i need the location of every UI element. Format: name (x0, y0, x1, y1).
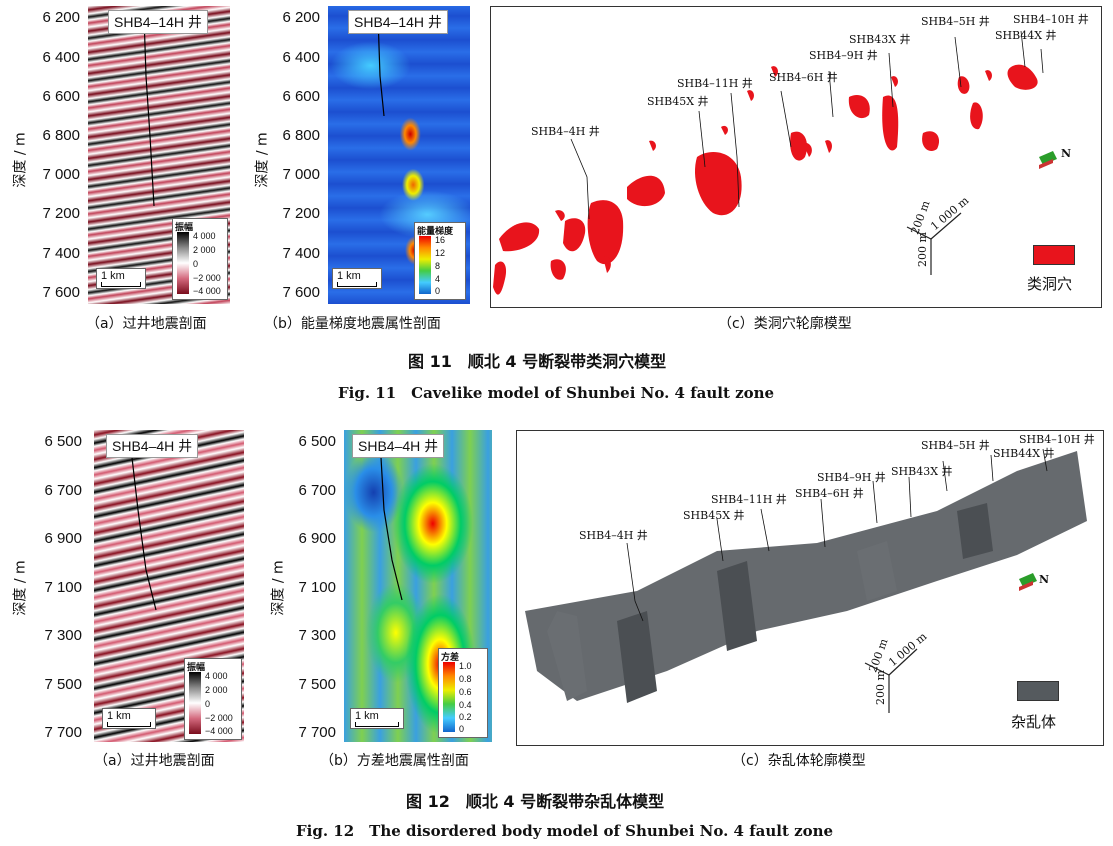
fig11c-well-label: SHB4–10H 井 (1013, 13, 1089, 26)
fig12c-well-label: SHB4–5H 井 (921, 439, 990, 452)
fig12a-ytick: 7 300 (44, 627, 82, 644)
fig12b-ytick: 6 900 (298, 530, 336, 547)
fig12c-caption: （c）杂乱体轮廓模型 (732, 753, 866, 769)
fig12c-well-label: SHB4–6H 井 (795, 487, 864, 500)
fig11b-ytick: 7 200 (282, 205, 320, 222)
fig12b-ytick: 7 300 (298, 627, 336, 644)
fig11-title-cn: 图 11 顺北 4 号断裂带类洞穴模型 (408, 352, 667, 371)
fig11a-amplitude-legend: 振幅 4 000 2 000 0 −2 000 −4 000 (172, 218, 228, 300)
fig11a-ytick: 7 600 (42, 284, 80, 301)
fig11b-ytick: 6 600 (282, 88, 320, 105)
fig12a-caption: （a）过井地震剖面 (94, 753, 215, 769)
fig11a-ytick: 7 200 (42, 205, 80, 222)
fig11c-well-label: SHB4–9H 井 (809, 49, 878, 62)
fig11a-ytick: 7 400 (42, 245, 80, 262)
fig11b-ytick: 6 400 (282, 49, 320, 66)
fig11c-legend-label: 类洞穴 (1027, 275, 1073, 293)
fig12b-ytick: 7 500 (298, 676, 336, 693)
fig12c-disordered-model-panel: SHB4–4H 井 SHB45X 井 SHB4–11H 井 SHB4–6H 井 … (516, 430, 1104, 746)
fig11a-ytick: 6 800 (42, 127, 80, 144)
fig11c-well-label: SHB45X 井 (647, 95, 709, 108)
fig12-title-en: Fig. 12 The disordered body model of Shu… (296, 822, 834, 840)
fig12c-well-label: SHB43X 井 (891, 465, 953, 478)
fig11c-legend-swatch (1033, 245, 1075, 265)
fig11c-north-label: N (1061, 147, 1072, 160)
fig11a-ytick: 7 000 (42, 166, 80, 183)
fig11c-well-label: SHB43X 井 (849, 33, 911, 46)
fig11b-ytick: 6 800 (282, 127, 320, 144)
fig12b-ytick: 6 700 (298, 482, 336, 499)
fig12b-scale-bar: 1 km (350, 708, 404, 729)
fig12a-ytick: 6 500 (44, 433, 82, 450)
fig12c-well-label: SHB4–9H 井 (817, 471, 886, 484)
fig12a-seismic-section: SHB4–4H 井 1 km 振幅 4 000 2 000 0 −2 000 −… (94, 430, 244, 742)
fig12c-well-label: SHB4–4H 井 (579, 529, 648, 542)
fig11c-well-label: SHB4–4H 井 (531, 125, 600, 138)
fig11a-seismic-section: SHB4–14H 井 1 km 振幅 4 000 2 000 0 −2 000 … (88, 6, 230, 304)
fig11b-ytick: 7 400 (282, 245, 320, 262)
fig11b-ytick: 7 600 (282, 284, 320, 301)
fig12a-ytick: 7 500 (44, 676, 82, 693)
fig11b-ytick: 7 000 (282, 166, 320, 183)
fig11b-energy-gradient-section: SHB4–14H 井 1 km 能量梯度 16 12 8 4 0 (328, 6, 470, 304)
fig11a-ytick: 6 600 (42, 88, 80, 105)
fig12a-ytick: 6 900 (44, 530, 82, 547)
fig12b-ytick: 7 100 (298, 579, 336, 596)
fig11a-well-label: SHB4–14H 井 (108, 10, 208, 34)
fig12a-well-label: SHB4–4H 井 (106, 434, 199, 458)
fig11a-ytick: 6 200 (42, 9, 80, 26)
fig12c-north-label: N (1039, 573, 1050, 586)
fig11c-caption: （c）类洞穴轮廓模型 (718, 316, 852, 332)
fig11b-caption: （b）能量梯度地震属性剖面 (264, 316, 441, 332)
fig12b-ytick: 6 500 (298, 433, 336, 450)
fig12b-variance-section: SHB4–4H 井 1 km 方差 1.0 0.8 0.6 0.4 0.2 0 (344, 430, 492, 742)
fig11c-cave-model-panel: SHB4–4H 井 SHB45X 井 SHB4–11H 井 SHB4–6H 井 … (490, 6, 1102, 308)
fig12c-well-label: SHB44X 井 (993, 447, 1055, 460)
fig12a-ytick: 7 700 (44, 724, 82, 741)
fig12a-ytick: 6 700 (44, 482, 82, 499)
fig12c-legend-label: 杂乱体 (1011, 713, 1057, 731)
fig12b-variance-legend: 方差 1.0 0.8 0.6 0.4 0.2 0 (438, 648, 488, 738)
fig12b-ytick: 7 700 (298, 724, 336, 741)
fig12a-scale-bar: 1 km (102, 708, 156, 729)
fig12c-well-label: SHB45X 井 (683, 509, 745, 522)
fig12b-well-label: SHB4–4H 井 (352, 434, 445, 458)
fig11c-well-label: SHB4–6H 井 (769, 71, 838, 84)
fig11b-well-label: SHB4–14H 井 (348, 10, 448, 34)
fig12-title-cn: 图 12 顺北 4 号断裂带杂乱体模型 (406, 792, 665, 811)
fig12c-axis-label: 200 m (873, 670, 887, 705)
fig11a-scale-bar: 1 km (96, 268, 146, 289)
fig11-title-en: Fig. 11 Cavelike model of Shunbei No. 4 … (338, 384, 775, 402)
fig12c-well-label: SHB4–10H 井 (1019, 433, 1095, 446)
fig11c-axis-label: 200 m (915, 232, 929, 267)
fig11b-energy-legend: 能量梯度 16 12 8 4 0 (414, 222, 466, 300)
fig11a-caption: （a）过井地震剖面 (86, 316, 207, 332)
fig12c-well-label: SHB4–11H 井 (711, 493, 787, 506)
fig11b-ytick: 6 200 (282, 9, 320, 26)
fig12a-amplitude-legend: 振幅 4 000 2 000 0 −2 000 −4 000 (184, 658, 242, 740)
fig11b-scale-bar: 1 km (332, 268, 382, 289)
fig11c-well-label: SHB44X 井 (995, 29, 1057, 42)
fig12c-legend-swatch (1017, 681, 1059, 701)
fig12b-caption: （b）方差地震属性剖面 (320, 753, 469, 769)
fig11c-well-label: SHB4–5H 井 (921, 15, 990, 28)
fig11a-ytick: 6 400 (42, 49, 80, 66)
fig11c-well-label: SHB4–11H 井 (677, 77, 753, 90)
fig12a-ytick: 7 100 (44, 579, 82, 596)
